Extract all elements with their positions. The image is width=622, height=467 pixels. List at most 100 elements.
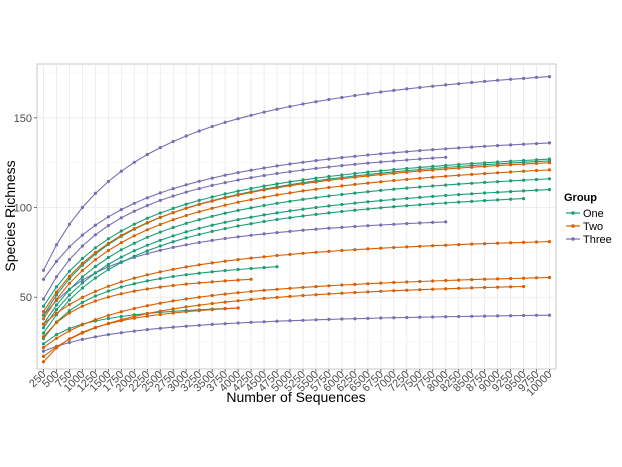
data-point [470, 165, 474, 169]
data-point [145, 279, 149, 283]
data-point [93, 335, 97, 339]
data-point [184, 310, 188, 314]
data-point [158, 270, 162, 274]
data-point [210, 322, 214, 326]
data-point [366, 190, 370, 194]
data-point [184, 230, 188, 234]
data-point [392, 280, 396, 285]
data-point [236, 208, 240, 212]
data-point [145, 249, 149, 253]
data-point [93, 318, 97, 322]
data-point [301, 102, 305, 106]
data-point [67, 298, 71, 302]
data-point [145, 243, 149, 247]
data-point [405, 288, 409, 292]
data-point [392, 187, 396, 191]
data-point [210, 214, 214, 218]
data-point [340, 184, 344, 188]
series-line [43, 158, 550, 307]
data-point [275, 265, 279, 269]
data-point [431, 156, 435, 160]
data-point [223, 196, 227, 200]
data-point [496, 180, 500, 184]
data-point [236, 193, 240, 197]
data-point [184, 236, 188, 240]
data-point [457, 82, 461, 86]
data-point [522, 284, 526, 289]
data-point [106, 322, 110, 326]
data-point [275, 182, 279, 186]
data-point [288, 216, 292, 220]
data-point [197, 198, 201, 202]
series-line [43, 241, 550, 325]
data-point [93, 191, 97, 195]
data-point [171, 225, 175, 230]
data-point [457, 146, 461, 150]
series-group [41, 75, 552, 364]
data-point [249, 297, 253, 302]
data-point [119, 260, 123, 264]
data-point [67, 281, 71, 285]
data-point [197, 323, 201, 327]
data-point [41, 304, 46, 308]
data-point [496, 277, 500, 281]
data-point [405, 186, 409, 190]
data-point [431, 84, 435, 88]
data-point [275, 217, 279, 222]
data-point [457, 200, 461, 204]
data-point [262, 173, 266, 178]
data-point [106, 333, 110, 337]
data-point [353, 201, 357, 205]
data-point [444, 155, 448, 159]
data-point [431, 184, 435, 188]
data-point [158, 211, 162, 215]
data-point [93, 250, 97, 255]
data-point [340, 225, 344, 229]
data-point [67, 222, 71, 226]
data-point [379, 188, 383, 192]
data-point [288, 286, 292, 290]
data-point [197, 309, 201, 313]
data-point [431, 168, 435, 172]
data-point [132, 201, 136, 205]
data-point [327, 317, 331, 321]
data-point [67, 309, 71, 313]
data-point [80, 261, 84, 265]
data-point [197, 263, 201, 267]
data-point [197, 210, 201, 214]
data-point [197, 202, 201, 207]
data-point [223, 322, 227, 326]
data-point [483, 79, 487, 83]
data-point [314, 212, 318, 216]
data-point [132, 282, 136, 286]
data-point [119, 216, 123, 220]
data-point [262, 320, 266, 324]
data-point [470, 172, 474, 176]
data-point [353, 282, 357, 286]
data-point [522, 169, 526, 173]
data-point [547, 141, 552, 145]
data-point [158, 277, 162, 281]
data-point [249, 113, 253, 117]
data-point [184, 282, 188, 286]
series-line [43, 142, 550, 280]
data-point [80, 278, 84, 282]
data-point [158, 326, 162, 330]
data-point [405, 315, 409, 320]
data-point [236, 189, 240, 193]
data-point [262, 166, 266, 170]
data-point [106, 289, 110, 293]
data-point [353, 208, 357, 212]
data-point [54, 308, 59, 312]
data-point [210, 124, 214, 129]
data-point [509, 77, 513, 81]
data-point [210, 280, 214, 284]
data-point [392, 316, 396, 320]
data-point [353, 93, 357, 98]
data-point [314, 187, 318, 191]
data-point [106, 313, 110, 317]
data-point [236, 321, 240, 325]
data-point [496, 190, 500, 194]
data-point [547, 188, 552, 192]
data-point [67, 245, 71, 249]
